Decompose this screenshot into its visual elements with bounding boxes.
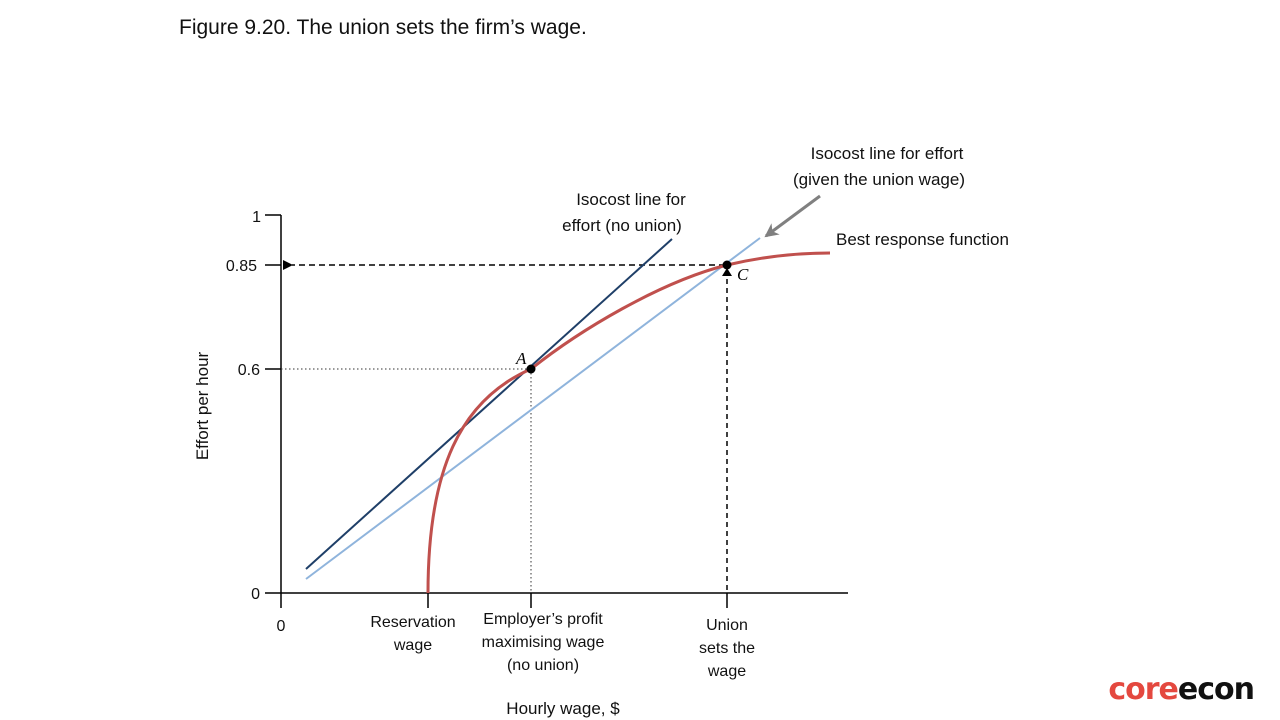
y-tick-label-085: 0.85 xyxy=(226,258,257,275)
x-label-reservation-line2: wage xyxy=(393,637,432,654)
point-a-label: A xyxy=(515,349,527,368)
point-c xyxy=(722,260,732,270)
x-tick-label-origin: 0 xyxy=(277,618,286,635)
x-label-union-line3: wage xyxy=(707,663,746,680)
iso-union-label-line2: (given the union wage) xyxy=(793,170,965,189)
x-label-union-line1: Union xyxy=(706,617,748,634)
iso-union-label-line1: Isocost line for effort xyxy=(811,144,964,163)
point-c-label: C xyxy=(737,265,749,284)
x-label-union-line2: sets the xyxy=(699,640,755,657)
x-label-employer-line2: maximising wage xyxy=(482,634,605,651)
y-axis-title: Effort per hour xyxy=(193,351,212,460)
coreecon-logo: coreecon xyxy=(1108,672,1255,707)
figure-title: Figure 9.20. The union sets the firm’s w… xyxy=(179,16,587,39)
logo-core: core xyxy=(1108,672,1179,707)
x-label-employer-line1: Employer’s profit xyxy=(483,611,603,628)
iso-no-union-label-line1: Isocost line for xyxy=(576,190,686,209)
isocost-union-line xyxy=(305,237,761,580)
x-label-employer-line3: (no union) xyxy=(507,657,579,674)
point-a xyxy=(526,364,536,374)
isocost-no-union-line xyxy=(305,238,673,570)
x-axis-title: Hourly wage, $ xyxy=(506,699,620,718)
logo-econ: econ xyxy=(1177,672,1255,707)
best-response-label: Best response function xyxy=(836,230,1009,249)
best-response-curve xyxy=(426,251,831,594)
y-tick-label-1: 1 xyxy=(252,209,261,226)
x-label-reservation-line1: Reservation xyxy=(370,614,455,631)
isocost-union-pointer xyxy=(764,194,821,238)
y-tick-label-06: 0.6 xyxy=(238,362,260,379)
arrow-up-to-c xyxy=(722,268,732,276)
iso-no-union-label-line2: effort (no union) xyxy=(562,216,682,235)
y-tick-label-0: 0 xyxy=(251,586,260,603)
